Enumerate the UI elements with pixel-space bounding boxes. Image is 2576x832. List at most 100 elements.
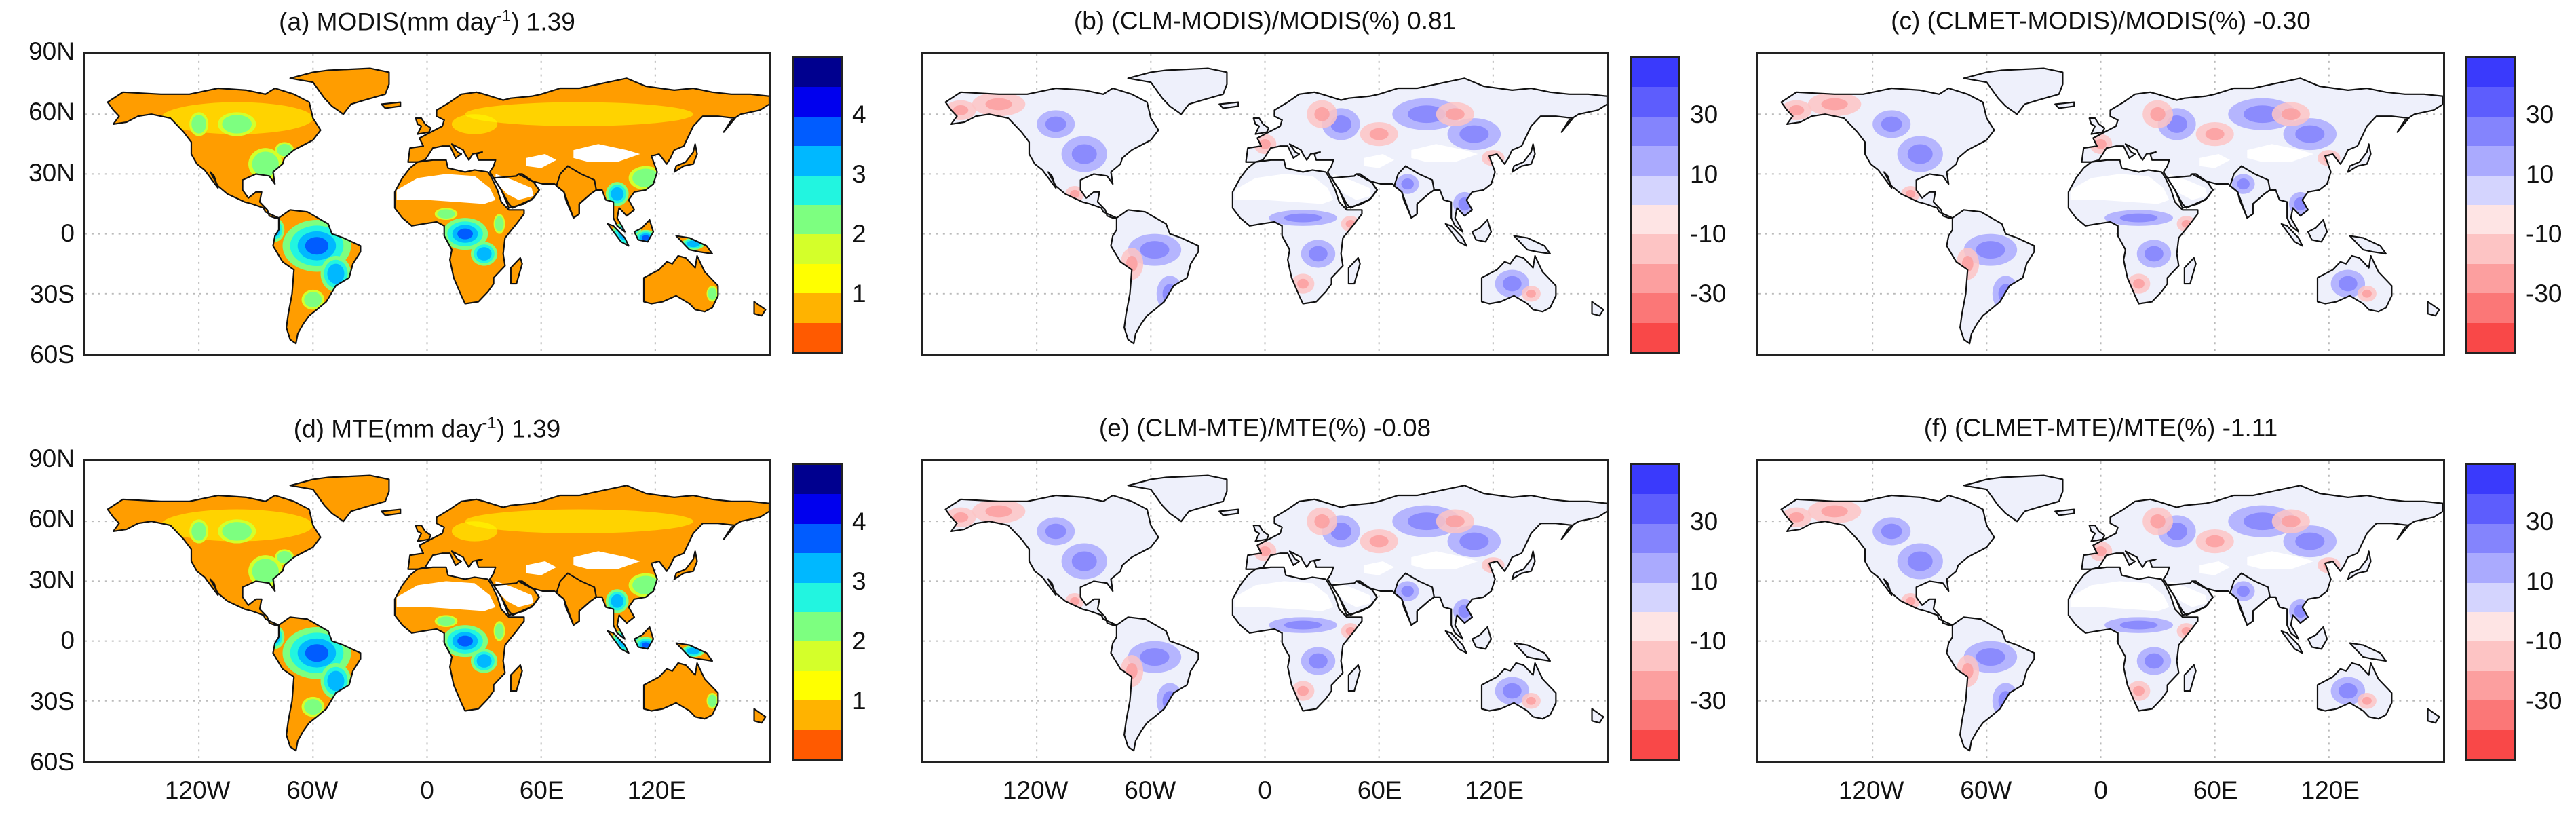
coastlines	[107, 67, 769, 345]
lat-tick-label: 30S	[30, 280, 75, 308]
panel-title: (e) (CLM-MTE)/MTE(%) -0.08	[1099, 414, 1431, 442]
colorbar-tick-label: -30	[2526, 280, 2562, 307]
colorbar-segment	[794, 234, 841, 264]
lat-tick-label: 90N	[28, 37, 75, 65]
colorbar-tick-label: -10	[2526, 627, 2562, 655]
panel-title-text: (e) (CLM-MTE)/MTE(%) -0.08	[1098, 414, 1431, 442]
panel-title-text: (c) (CLMET-MODIS)/MODIS(%) -0.30	[1891, 7, 2311, 35]
panel-title: (b) (CLM-MODIS)/MODIS(%) 0.81	[1074, 7, 1456, 35]
colorbar-segment	[794, 175, 841, 206]
colorbar-segment	[794, 612, 841, 642]
lon-tick-label: 0	[2094, 776, 2108, 804]
colorbar-tick-label: 2	[852, 220, 866, 248]
map-panel	[83, 52, 771, 356]
colorbar-segment	[794, 293, 841, 323]
lon-tick-label: 60W	[1124, 776, 1176, 804]
colorbar-tick-label: 10	[2526, 567, 2554, 595]
colorbar-tick-label: 4	[852, 508, 866, 535]
colorbar-segment	[794, 116, 841, 147]
colorbar-segment	[794, 523, 841, 554]
colorbar-segment	[794, 641, 841, 671]
colorbar-segment	[2467, 582, 2514, 613]
colorbar-segment	[1632, 641, 1678, 671]
lon-tick-label: 120W	[164, 776, 231, 804]
colorbar-segment	[794, 263, 841, 294]
colorbar-segment	[2467, 670, 2514, 701]
colorbar-segment	[2467, 175, 2514, 206]
lon-tick-label: 60W	[286, 776, 339, 804]
colorbar-segment	[2467, 293, 2514, 323]
colorbar-tick-label: 1	[852, 687, 866, 715]
colorbar-segment	[1632, 730, 1678, 760]
panel-title-text: (b) (CLM-MODIS)/MODIS(%) 0.81	[1073, 7, 1457, 35]
colorbar-segment	[794, 494, 841, 524]
land-field	[1781, 475, 2443, 751]
panel-title-superscript: -1	[482, 414, 497, 432]
colorbar-segment	[1632, 523, 1678, 554]
colorbar-segment	[2467, 523, 2514, 554]
colorbar-segment	[2467, 465, 2514, 495]
lon-tick-label: 0	[420, 776, 434, 804]
coastlines	[944, 474, 1607, 752]
colorbar-segment	[2467, 553, 2514, 583]
colorbar-segment	[794, 582, 841, 613]
panel-title-text: (f) (CLMET-MTE)/MTE(%) -1.11	[1923, 414, 2278, 442]
lat-tick-label: 30S	[30, 687, 75, 715]
colorbar-segment	[1632, 234, 1678, 264]
colorbar-segment	[2467, 116, 2514, 147]
colorbar-segment	[2467, 322, 2514, 353]
lon-tick-label: 60E	[1357, 776, 1402, 804]
land-field	[107, 475, 769, 751]
colorbar-tick-label: 30	[2526, 508, 2554, 535]
colorbar-tick-label: -30	[1690, 280, 1727, 307]
lon-tick-label: 120W	[1002, 776, 1069, 804]
panel-title-text: (a) MODIS(mm day	[279, 7, 497, 36]
colorbar-tick-label: -10	[1690, 627, 1727, 655]
colorbar-segment	[1632, 465, 1678, 495]
map-panel	[1756, 459, 2445, 763]
colorbar-segment	[1632, 58, 1678, 88]
colorbar-segment	[794, 553, 841, 583]
colorbar	[792, 463, 843, 761]
panel-title: (c) (CLMET-MODIS)/MODIS(%) -0.30	[1891, 7, 2311, 35]
colorbar-segment	[2467, 700, 2514, 730]
map-svg	[923, 461, 1607, 761]
colorbar-segment	[2467, 263, 2514, 294]
land-field	[945, 68, 1607, 344]
colorbar-segment	[2467, 205, 2514, 235]
colorbar-tick-label: 30	[1690, 100, 1718, 128]
colorbar-segment	[1632, 612, 1678, 642]
lat-tick-label: 90N	[28, 445, 75, 472]
colorbar-tick-label: 4	[852, 100, 866, 128]
colorbar-tick-label: 30	[2526, 100, 2554, 128]
colorbar-tick-label: 10	[1690, 160, 1718, 188]
map-panel	[1756, 52, 2445, 356]
colorbar-segment	[794, 58, 841, 88]
colorbar-segment	[794, 87, 841, 117]
colorbar-segment	[1632, 553, 1678, 583]
land-field	[107, 68, 769, 344]
coastlines	[1780, 67, 2443, 345]
coastlines	[1780, 474, 2443, 752]
colorbar-segment	[794, 465, 841, 495]
colorbar-segment	[1632, 205, 1678, 235]
lon-tick-label: 60E	[519, 776, 564, 804]
colorbar-segment	[794, 670, 841, 701]
colorbar-tick-label: -30	[1690, 687, 1727, 715]
colorbar-segment	[2467, 234, 2514, 264]
colorbar-tick-label: -10	[2526, 220, 2562, 248]
lat-tick-label: 60S	[30, 341, 75, 368]
colorbar-segment	[794, 205, 841, 235]
map-svg	[923, 54, 1607, 354]
lat-tick-label: 0	[60, 219, 75, 248]
colorbar-segment	[794, 700, 841, 730]
lon-tick-label: 60E	[2193, 776, 2238, 804]
map-svg	[1758, 54, 2443, 354]
colorbar-tick-label: 1	[852, 280, 866, 307]
colorbar-tick-label: 10	[2526, 160, 2554, 188]
panel-title: (d) MTE(mm day-1) 1.39	[294, 414, 560, 443]
colorbar-segment	[2467, 641, 2514, 671]
panel-title-superscript: -1	[496, 7, 512, 25]
land-field	[1781, 68, 2443, 344]
panel-title: (f) (CLMET-MTE)/MTE(%) -1.11	[1924, 414, 2277, 442]
